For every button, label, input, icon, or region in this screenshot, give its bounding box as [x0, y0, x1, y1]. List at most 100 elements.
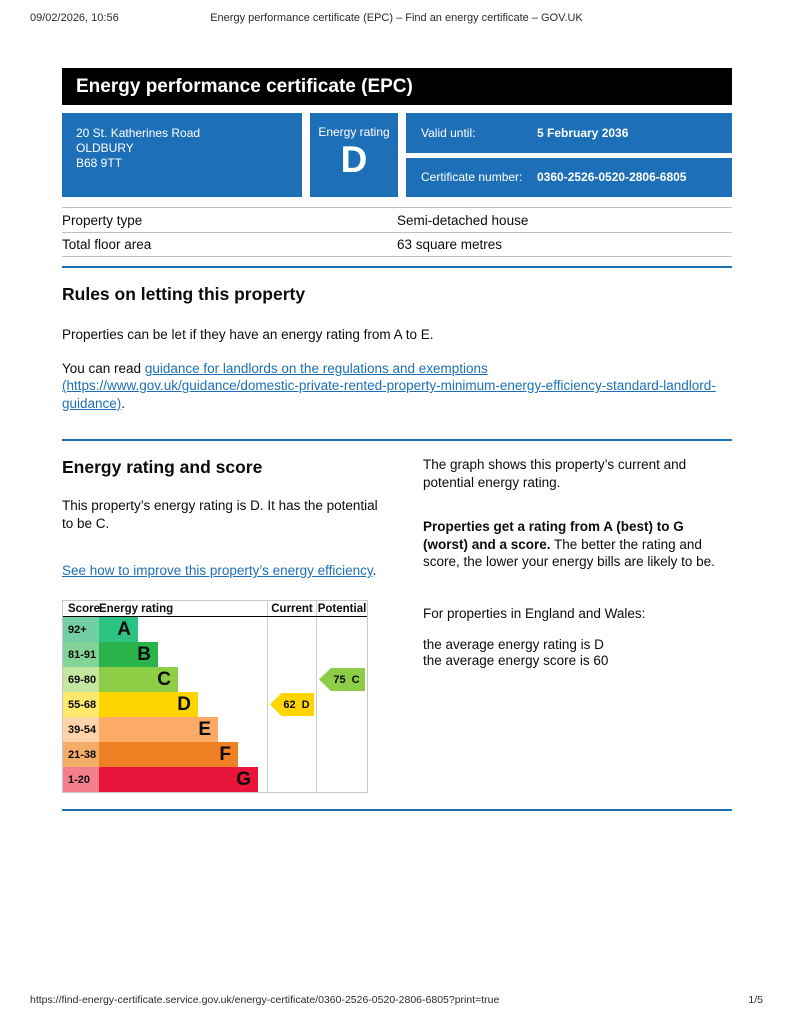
band-bar-d: D	[99, 692, 198, 717]
current-cell	[267, 767, 316, 792]
potential-cell	[316, 617, 367, 642]
current-rating-arrow: 62 D	[270, 693, 314, 716]
average-stats: the average energy rating is D the avera…	[423, 637, 732, 669]
valid-until-label: Valid until:	[421, 125, 476, 140]
band-bar-a: A	[99, 617, 138, 642]
certificate-number-label: Certificate number:	[421, 170, 523, 185]
certificate-number-value: 0360-2526-0520-2806-6805	[537, 170, 687, 185]
epc-graph-header: Score Energy rating Current Potential	[63, 601, 367, 617]
current-column-header: Current	[267, 601, 316, 616]
england-wales-paragraph: For properties in England and Wales:	[423, 605, 646, 621]
potential-cell: 75 C	[316, 667, 367, 692]
potential-cell	[316, 692, 367, 717]
band-score-range: 69-80	[63, 667, 99, 692]
improve-efficiency-paragraph: See how to improve this property’s energ…	[62, 561, 392, 580]
table-row: Total floor area 63 square metres	[62, 232, 732, 257]
potential-rating-arrow: 75 C	[319, 668, 365, 691]
band-bar-cell: C	[99, 667, 267, 692]
rules-guidance-paragraph: You can read guidance for landlords on t…	[62, 360, 722, 413]
rating-explanation-bold: Properties get a rating from A (best) to…	[423, 519, 684, 552]
epc-band-row-e: 39-54 E	[63, 717, 367, 742]
potential-cell	[316, 742, 367, 767]
energy-rating-box: Energy rating D	[310, 113, 398, 197]
current-cell	[267, 717, 316, 742]
average-rating-line: the average energy rating is D	[423, 637, 604, 652]
average-score-line: the average energy score is 60	[423, 653, 609, 668]
energy-rating-column-header: Energy rating	[99, 602, 174, 615]
rating-explanation-paragraph: Properties get a rating from A (best) to…	[423, 518, 732, 571]
band-bar-cell: G	[99, 767, 267, 792]
address-line-3: B68 9TT	[76, 156, 123, 170]
epc-band-row-f: 21-38 F	[63, 742, 367, 767]
section-divider	[62, 439, 732, 441]
energy-rating-label: Energy rating	[318, 125, 390, 139]
band-bar-b: B	[99, 642, 158, 667]
rating-explanation-rest: The better the rating and score, the low…	[423, 536, 715, 570]
print-page-title: Energy performance certificate (EPC) – F…	[210, 12, 583, 24]
property-type-value: Semi-detached house	[397, 212, 529, 228]
floor-area-value: 63 square metres	[397, 237, 503, 252]
epc-rating-graph: Score Energy rating Current Potential 92…	[62, 600, 368, 793]
epc-band-row-g: 1-20 G	[63, 767, 367, 792]
current-cell	[267, 642, 316, 667]
certificate-title: Energy performance certificate (EPC)	[76, 75, 413, 97]
validity-box: Valid until: 5 February 2036 Certificate…	[406, 113, 732, 197]
improve-efficiency-link[interactable]: See how to improve this property’s energ…	[62, 563, 373, 578]
print-meta-bar: 09/02/2026, 10:56 Energy performance cer…	[0, 12, 793, 24]
rules-paragraph: Properties can be let if they have an en…	[62, 327, 434, 342]
current-cell	[267, 742, 316, 767]
rules-link-prefix: You can read	[62, 360, 145, 376]
print-footer: https://find-energy-certificate.service.…	[30, 994, 763, 1006]
band-bar-cell: A	[99, 617, 267, 642]
band-bar-c: C	[99, 667, 178, 692]
band-bar-cell: B	[99, 642, 267, 667]
floor-area-label: Total floor area	[62, 237, 152, 252]
band-score-range: 21-38	[63, 742, 99, 767]
potential-cell	[316, 717, 367, 742]
section-divider	[62, 266, 732, 268]
band-score-range: 81-91	[63, 642, 99, 667]
band-bar-cell: D	[99, 692, 267, 717]
band-bar-g: G	[99, 767, 258, 792]
property-address-box: 20 St. Katherines Road OLDBURY B68 9TT	[62, 113, 302, 197]
epc-band-rows: 92+ A 81-91 B 69-80 C 75 C 55-68 D 62 D 39-54 E 21-38 F…	[63, 617, 367, 792]
landlord-guidance-link[interactable]: guidance for landlords on the regulation…	[62, 360, 716, 411]
rules-link-suffix: .	[121, 395, 126, 411]
rules-heading: Rules on letting this property	[62, 284, 306, 304]
band-bar-cell: E	[99, 717, 267, 742]
address-line-1: 20 St. Katherines Road	[76, 126, 201, 140]
epc-band-row-d: 55-68 D 62 D	[63, 692, 367, 717]
potential-column-header: Potential	[316, 601, 367, 616]
certificate-number-row: Certificate number: 0360-2526-0520-2806-…	[406, 157, 732, 197]
rating-heading: Energy rating and score	[62, 457, 263, 477]
epc-band-row-c: 69-80 C 75 C	[63, 667, 367, 692]
rating-right-column: The graph shows this property’s current …	[423, 454, 732, 793]
band-bar-f: F	[99, 742, 238, 767]
epc-band-row-b: 81-91 B	[63, 642, 367, 667]
potential-cell	[316, 767, 367, 792]
band-bar-e: E	[99, 717, 218, 742]
certificate-content: Energy performance certificate (EPC) 20 …	[62, 68, 732, 811]
rating-summary-paragraph: This property’s energy rating is D. It h…	[62, 498, 378, 531]
graph-explanation-paragraph: The graph shows this property’s current …	[423, 457, 687, 490]
score-column-header: Score	[68, 602, 100, 615]
current-cell	[267, 667, 316, 692]
rating-left-column: Energy rating and score This property’s …	[62, 454, 392, 793]
address-line-2: OLDBURY	[76, 141, 134, 155]
certificate-banner: Energy performance certificate (EPC)	[62, 68, 732, 105]
print-datetime: 09/02/2026, 10:56	[30, 12, 119, 24]
energy-rating-section: Energy rating and score This property’s …	[62, 454, 732, 793]
footer-page-number: 1/5	[748, 994, 763, 1006]
summary-boxes: 20 St. Katherines Road OLDBURY B68 9TT E…	[62, 113, 732, 197]
improve-link-suffix: .	[372, 563, 377, 578]
section-divider	[62, 809, 732, 811]
valid-until-value: 5 February 2036	[537, 125, 629, 140]
potential-cell	[316, 642, 367, 667]
band-score-range: 39-54	[63, 717, 99, 742]
band-score-range: 55-68	[63, 692, 99, 717]
band-bar-cell: F	[99, 742, 267, 767]
epc-band-row-a: 92+ A	[63, 617, 367, 642]
property-type-label: Property type	[62, 212, 143, 228]
energy-rating-value: D	[340, 139, 368, 180]
current-cell: 62 D	[267, 692, 316, 717]
